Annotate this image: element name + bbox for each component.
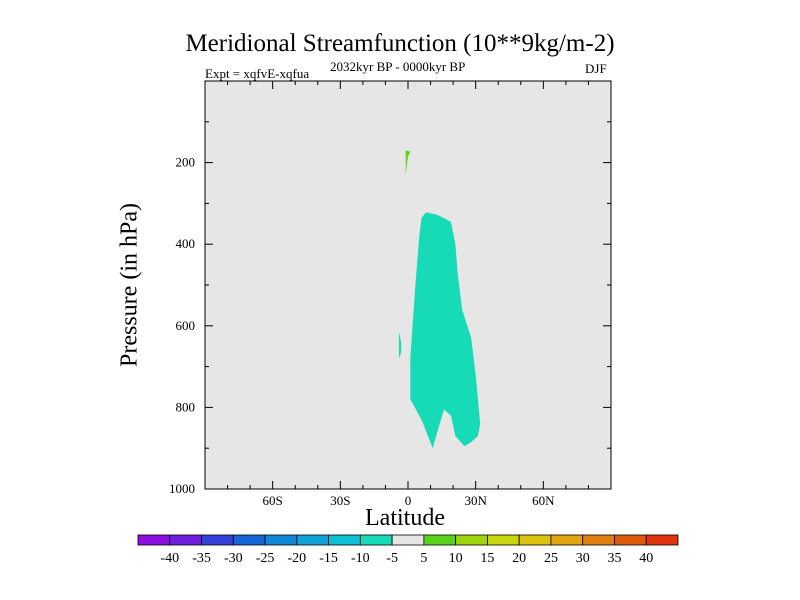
colorbar-label: -40 [160, 551, 179, 566]
x-axis-label: Latitude [365, 505, 445, 531]
y-tick-label: 800 [176, 399, 196, 414]
colorbar-swatch [391, 534, 425, 546]
colorbar-label: -10 [351, 551, 370, 566]
y-tick-label: 600 [176, 318, 196, 333]
colorbar-swatch [518, 534, 552, 546]
colorbar-label: -30 [224, 551, 243, 566]
colorbar-label: -20 [287, 551, 306, 566]
colorbar-swatch [232, 534, 266, 546]
colorbar-label: 15 [480, 551, 494, 566]
x-tick-label: 60S [263, 493, 283, 508]
colorbar-label: 25 [544, 551, 558, 566]
colorbar-swatch [296, 534, 329, 546]
contour-region-positive-cell-upper [405, 150, 411, 175]
plot-area [205, 81, 611, 489]
colorbar-swatch [169, 534, 202, 546]
colorbar-label: 35 [607, 551, 621, 566]
colorbar-label: 10 [449, 551, 463, 566]
y-tick-label: 200 [176, 155, 196, 170]
colorbar-swatch [328, 534, 361, 546]
colorbar-swatch [645, 534, 679, 546]
colorbar-label: 20 [512, 551, 526, 566]
chart-title: Meridional Streamfunction (10**9kg/m-2) [185, 30, 615, 57]
colorbar-swatch [359, 534, 393, 546]
period-label: 2032kyr BP - 0000kyr BP [330, 59, 466, 74]
y-tick-label: 400 [176, 236, 196, 251]
colorbar-label: -35 [192, 551, 211, 566]
colorbar-label: 40 [639, 551, 653, 566]
contour-regions [399, 150, 481, 449]
colorbar-swatch [487, 534, 520, 546]
colorbar-label: -15 [319, 551, 338, 566]
x-tick-label: 0 [405, 493, 412, 508]
x-tick-label: 60N [532, 493, 555, 508]
contour-region-negative-cell-small [399, 331, 402, 359]
colorbar-swatch [614, 534, 647, 546]
colorbar-swatch [201, 534, 234, 546]
colorbar-swatch [455, 534, 488, 546]
colorbar-swatch [582, 534, 615, 546]
x-tick-label: 30S [330, 493, 350, 508]
colorbar-swatch [137, 534, 171, 546]
season-label: DJF [585, 61, 607, 76]
colorbar-swatch [264, 534, 298, 546]
colorbar-label: -5 [386, 551, 398, 566]
colorbar-label: -25 [256, 551, 275, 566]
colorbar-swatch [550, 534, 584, 546]
colorbar-label: 5 [420, 551, 427, 566]
colorbar-swatch [423, 534, 457, 546]
x-tick-label: 30N [464, 493, 487, 508]
y-tick-label: 1000 [169, 481, 195, 496]
contour-region-negative-cell-lower [410, 212, 481, 449]
colorbar-label: 30 [576, 551, 590, 566]
axis-ticks: 60S 30S 0 30N 60N 200 400 600 800 1000 [169, 81, 611, 508]
experiment-label: Expt = xqfvE-xqfua [205, 66, 310, 81]
colorbar: -40 -35 -30 -25 -20 -15 -10 -5 5 10 15 20 25 30 35 40 [137, 534, 679, 566]
